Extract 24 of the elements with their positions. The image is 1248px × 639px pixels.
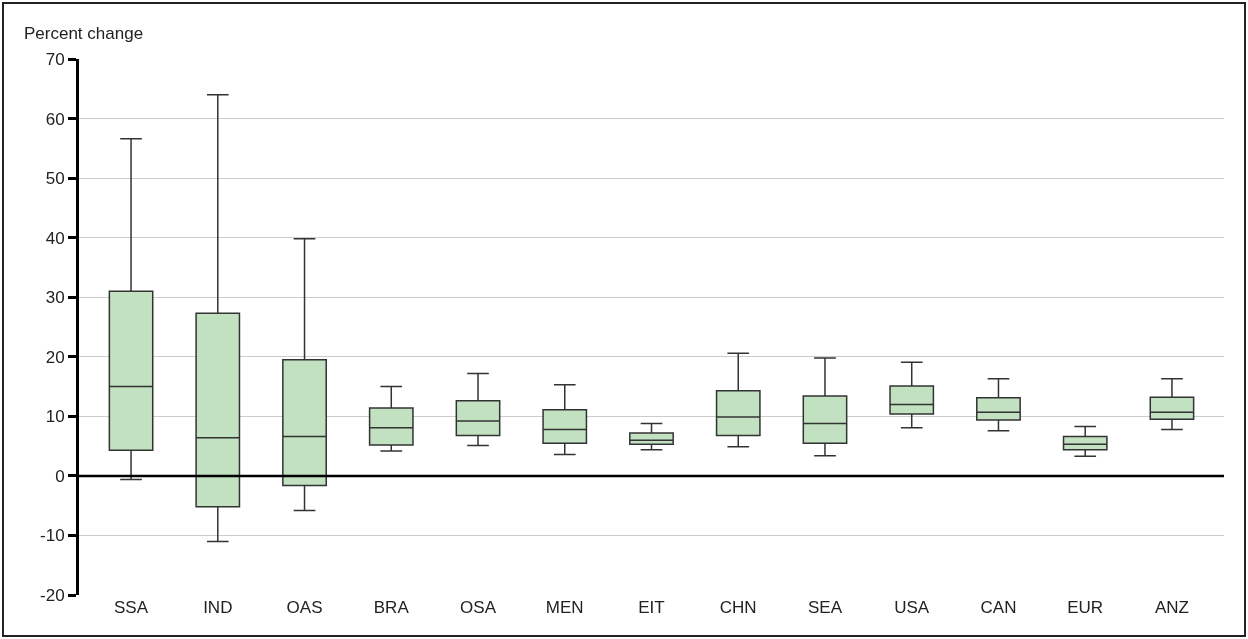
y-tick-label: 0 (55, 466, 65, 486)
x-tick-label: ANZ (1154, 598, 1189, 617)
x-tick-label: CHN (719, 598, 757, 617)
y-tick-label: 50 (45, 169, 65, 189)
x-tick-label: USA (894, 598, 930, 617)
x-tick-label: CAN (980, 598, 1017, 617)
y-tick-label: -10 (40, 526, 65, 546)
x-tick-label: BRA (373, 598, 410, 617)
y-tick-label: 30 (45, 288, 65, 308)
y-tick-label: 70 (45, 49, 65, 69)
x-tick-label: SSA (114, 598, 149, 617)
x-tick-label: EUR (1067, 598, 1104, 617)
x-tick-label: MEN (545, 598, 584, 617)
x-tick-label: OAS (286, 598, 323, 617)
x-tick-label: OSA (460, 598, 497, 617)
y-tick-label: 60 (45, 109, 65, 129)
y-tick-label: 40 (45, 228, 65, 248)
y-axis-title: Percent change (24, 24, 144, 43)
y-tick-label: -20 (40, 585, 65, 605)
x-tick-label: SEA (807, 598, 843, 617)
y-tick-label: 10 (45, 407, 65, 427)
x-tick-label: IND (203, 598, 233, 617)
x-tick-label: EIT (638, 598, 665, 617)
y-tick-label: 20 (45, 347, 65, 367)
